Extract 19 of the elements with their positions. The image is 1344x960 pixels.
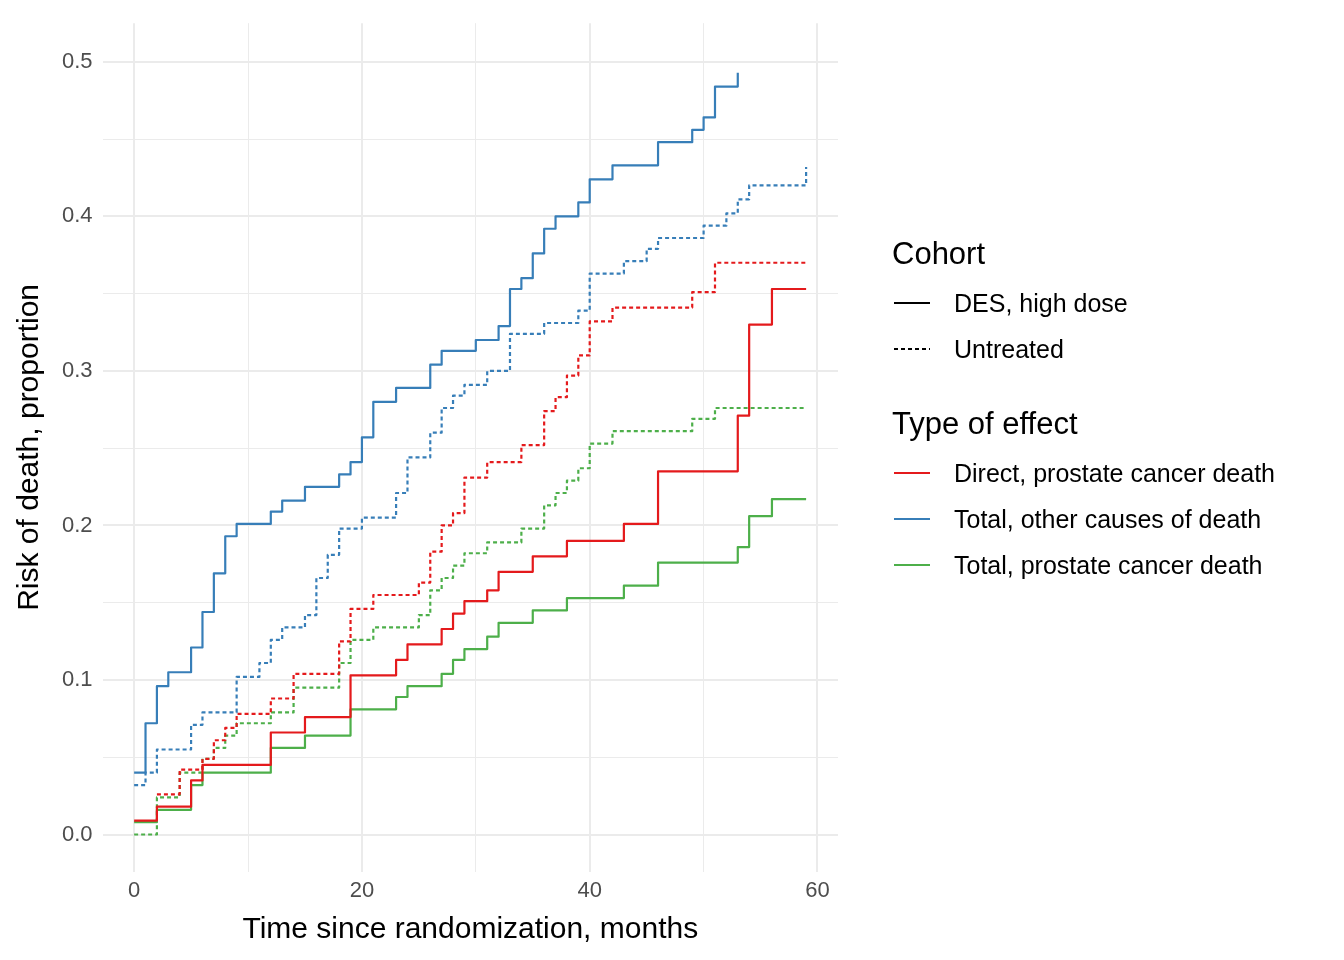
x-tick-label: 40 [577,876,602,902]
y-tick-label: 0.2 [61,511,93,537]
y-tick-label: 0.1 [61,666,93,692]
x-tick-label: 20 [349,876,375,902]
legend-label: Direct, prostate cancer death [954,458,1275,488]
y-tick-label: 0.4 [61,202,93,228]
y-tick-label: 0.5 [61,47,93,73]
text: Cohort [892,236,987,272]
text: DES, high dose [954,288,1128,318]
y-tick-label: 0.3 [61,356,93,382]
x-tick-label: 60 [805,876,830,902]
legend-label: Total, prostate cancer death [954,550,1263,580]
x-tick-label: 0 [128,876,141,902]
legend-label: Total, other causes of death [954,504,1262,534]
x-axis-title: Time since randomization, months [242,911,699,945]
y-axis-title: Risk of death, proportion [11,283,45,611]
y-tick-label: 0.0 [61,820,93,846]
legend-title: Type of effect [892,406,1079,442]
text: Untreated [954,334,1064,364]
